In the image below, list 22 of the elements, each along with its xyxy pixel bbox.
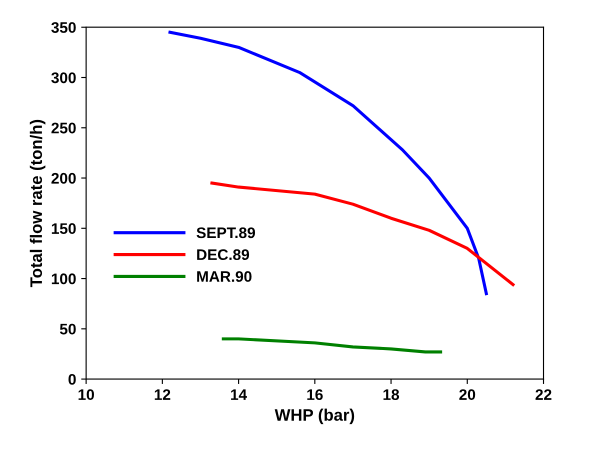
line-series [168,30,488,296]
y-tick-label: 0 [68,374,76,385]
x-tick-label: 10 [78,389,94,400]
x-tick-label: 14 [231,389,248,400]
y-tick-label: 200 [51,172,76,184]
x-tick-label: 20 [459,389,476,400]
legend-label: DEC.89 [197,249,250,260]
line-series [222,337,442,354]
y-tick-label: 350 [51,22,76,33]
x-tick-label: 22 [536,389,552,400]
y-tick-label: 300 [51,72,76,84]
x-axis-title: WHP (bar) [274,408,354,424]
legend-label: MAR.90 [197,271,252,282]
legend-label: SEPT.89 [196,227,256,238]
y-tick-label: 100 [52,273,76,284]
x-tick-label: 16 [307,389,323,400]
y-axis-title: Total flow rate (ton/h) [30,120,46,288]
y-tick-label: 50 [60,324,76,335]
x-tick-label: 12 [154,389,170,400]
x-tick-label: 18 [384,389,400,400]
y-tick-label: 250 [51,122,76,134]
y-tick-label: 150 [52,223,76,234]
